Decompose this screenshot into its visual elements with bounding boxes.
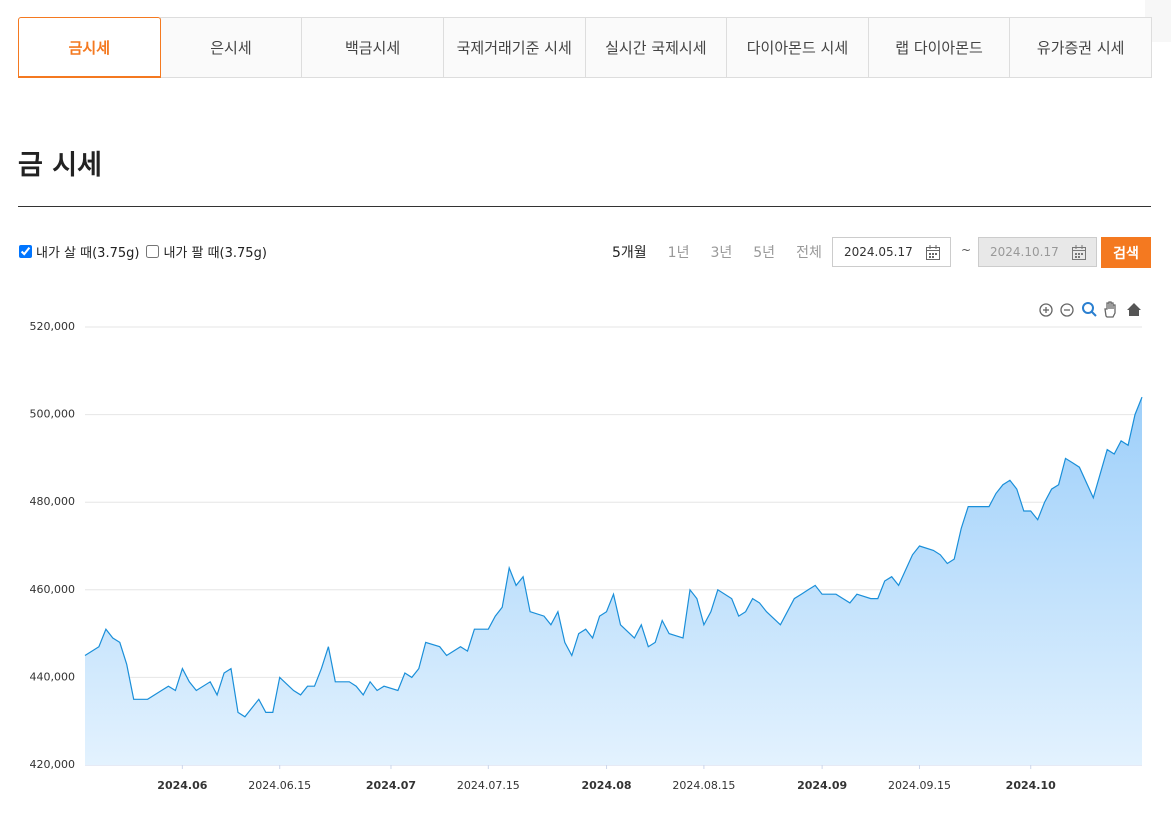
tab[interactable]: 백금시세 [301, 17, 444, 78]
pan-button[interactable] [1104, 301, 1116, 318]
x-tick-label: 2024.06 [157, 779, 207, 792]
checkbox-label[interactable]: 내가 살 때(3.75g) [36, 246, 140, 261]
heading: 금 시세 [18, 150, 102, 181]
chart-toolbar [1039, 301, 1141, 318]
zoom-out-button[interactable] [1060, 303, 1074, 317]
tab[interactable]: 랩 다이아몬드 [867, 17, 1011, 78]
x-tick-label: 2024.08 [581, 779, 631, 792]
y-tick-label: 420,000 [30, 758, 76, 771]
period-option[interactable]: 3년 [710, 245, 733, 261]
x-tick-label: 2024.09 [797, 779, 847, 792]
period-option[interactable]: 전체 [796, 245, 822, 261]
zoom-in-button[interactable] [1039, 303, 1053, 317]
area-fill [85, 397, 1142, 765]
tab[interactable]: 은시세 [159, 17, 303, 78]
start-date-text: 2024.05.17 [844, 245, 913, 259]
tab[interactable]: 금시세 [18, 17, 161, 78]
calendar-icon [926, 245, 940, 260]
calendar-icon [1072, 245, 1086, 260]
x-tick-label: 2024.09.15 [888, 779, 951, 792]
y-tick-label: 500,000 [30, 408, 76, 421]
checkbox[interactable] [19, 245, 32, 258]
period-option[interactable]: 5년 [753, 245, 776, 261]
x-tick-label: 2024.06.15 [248, 779, 311, 792]
chart: 420,000 440,000 460,000 480,000 500,000 520,0… [30, 301, 1143, 792]
checkbox[interactable] [146, 245, 160, 258]
y-tick-label: 460,000 [30, 583, 76, 596]
tab[interactable]: 다이아몬드 시세 [726, 17, 869, 78]
checkbox-group: 내가 살 때(3.75g) 내가 팔 때(3.75g) [18, 242, 273, 261]
checkbox-label[interactable]: 내가 팔 때(3.75g) [163, 246, 267, 261]
start-date[interactable]: 2024.05.17 [832, 237, 951, 267]
date-separator: ~ [961, 243, 972, 257]
x-tick-label: 2024.10 [1006, 779, 1056, 792]
price-line [84, 396, 1143, 718]
selection-zoom-button[interactable] [1082, 302, 1097, 317]
tab[interactable]: 유가증권 시세 [1009, 17, 1152, 78]
divider [18, 206, 1151, 207]
end-date[interactable]: 2024.10.17 [978, 237, 1097, 267]
end-date-text: 2024.10.17 [990, 245, 1059, 259]
period-group: 5개월 1년 3년 5년 전체 [612, 242, 843, 262]
period-option[interactable]: 5개월 [612, 245, 647, 261]
x-tick-label: 2024.07 [366, 779, 416, 792]
y-tick-label: 480,000 [30, 495, 76, 508]
reset-button[interactable] [1127, 303, 1141, 316]
y-tick-label: 520,000 [30, 320, 76, 333]
tab[interactable]: 실시간 국제시세 [584, 17, 728, 78]
tab[interactable]: 국제거래기준 시세 [442, 17, 586, 78]
tab-bar: 금시세 은시세 백금시세 국제거래기준 시세 실시간 국제시세 다이아몬드 시세 랩 다이아… [18, 17, 1152, 78]
search-button[interactable]: 검색 [1101, 237, 1151, 268]
x-tick-label: 2024.08.15 [672, 779, 735, 792]
period-option[interactable]: 1년 [667, 245, 690, 261]
x-tick-label: 2024.07.15 [457, 779, 520, 792]
y-tick-label: 440,000 [30, 670, 76, 683]
